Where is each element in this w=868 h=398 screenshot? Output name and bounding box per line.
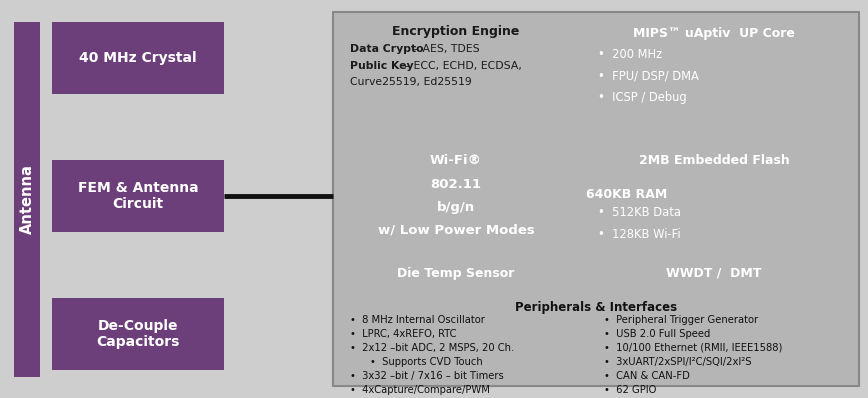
Text: •  3x32 –bit / 7x16 – bit Timers: • 3x32 –bit / 7x16 – bit Timers [350, 371, 503, 381]
Text: •  ICSP / Debug: • ICSP / Debug [598, 92, 687, 105]
Text: Public Key: Public Key [350, 61, 414, 71]
Text: 2MB Embedded Flash: 2MB Embedded Flash [639, 154, 789, 168]
Text: – AES, TDES: – AES, TDES [410, 44, 480, 54]
Text: •  10/100 Ethernet (RMII, IEEE1588): • 10/100 Ethernet (RMII, IEEE1588) [604, 343, 782, 353]
Text: – ECC, ECHD, ECDSA,: – ECC, ECHD, ECDSA, [401, 61, 522, 71]
Text: •  200 MHz: • 200 MHz [598, 47, 662, 60]
FancyBboxPatch shape [333, 12, 859, 386]
Text: •  CAN & CAN-FD: • CAN & CAN-FD [604, 371, 690, 381]
Text: Wi-Fi®: Wi-Fi® [430, 154, 482, 168]
Text: •  Peripheral Trigger Generator: • Peripheral Trigger Generator [604, 315, 758, 325]
FancyBboxPatch shape [52, 160, 224, 232]
Text: Encryption Engine: Encryption Engine [392, 25, 520, 39]
Text: 40 MHz Crystal: 40 MHz Crystal [79, 51, 197, 65]
Text: FEM & Antenna
Circuit: FEM & Antenna Circuit [78, 181, 198, 211]
Text: •  3xUART/2xSPI/I²C/SQI/2xI²S: • 3xUART/2xSPI/I²C/SQI/2xI²S [604, 357, 752, 367]
Text: Peripherals & Interfaces: Peripherals & Interfaces [515, 300, 677, 314]
Text: MIPS™ uAptiv  UP Core: MIPS™ uAptiv UP Core [633, 27, 795, 39]
FancyBboxPatch shape [14, 22, 40, 377]
FancyBboxPatch shape [576, 181, 852, 250]
Text: Antenna: Antenna [19, 164, 35, 234]
FancyBboxPatch shape [52, 298, 224, 370]
Text: Data Crypto: Data Crypto [350, 44, 424, 54]
Text: 802.11: 802.11 [431, 178, 482, 191]
Text: De-Couple
Capacitors: De-Couple Capacitors [96, 319, 180, 349]
Text: WWDT /  DMT: WWDT / DMT [667, 267, 762, 279]
Text: •  Supports CVD Touch: • Supports CVD Touch [370, 357, 483, 367]
Text: b/g/n: b/g/n [437, 201, 475, 213]
FancyBboxPatch shape [340, 145, 572, 250]
Text: 640KB RAM: 640KB RAM [586, 189, 667, 201]
Text: •  62 GPIO: • 62 GPIO [604, 385, 656, 395]
Text: •  8 MHz Internal Oscillator: • 8 MHz Internal Oscillator [350, 315, 485, 325]
Text: •  128KB Wi-Fi: • 128KB Wi-Fi [598, 228, 681, 242]
FancyBboxPatch shape [52, 22, 224, 94]
FancyBboxPatch shape [576, 19, 852, 139]
Text: •  512KB Data: • 512KB Data [598, 207, 681, 220]
FancyBboxPatch shape [340, 296, 852, 379]
Text: •  USB 2.0 Full Speed: • USB 2.0 Full Speed [604, 329, 710, 339]
Text: •  FPU/ DSP/ DMA: • FPU/ DSP/ DMA [598, 70, 699, 82]
FancyBboxPatch shape [576, 145, 852, 177]
Text: •  2x12 –bit ADC, 2 MSPS, 20 Ch.: • 2x12 –bit ADC, 2 MSPS, 20 Ch. [350, 343, 514, 353]
FancyBboxPatch shape [340, 256, 572, 290]
Text: •  LPRC, 4xREFO, RTC: • LPRC, 4xREFO, RTC [350, 329, 457, 339]
FancyBboxPatch shape [576, 256, 852, 290]
Text: w/ Low Power Modes: w/ Low Power Modes [378, 224, 535, 236]
Text: •  4xCapture/Compare/PWM: • 4xCapture/Compare/PWM [350, 385, 490, 395]
FancyBboxPatch shape [340, 19, 572, 139]
Text: Curve25519, Ed25519: Curve25519, Ed25519 [350, 77, 471, 87]
Text: Die Temp Sensor: Die Temp Sensor [398, 267, 515, 279]
